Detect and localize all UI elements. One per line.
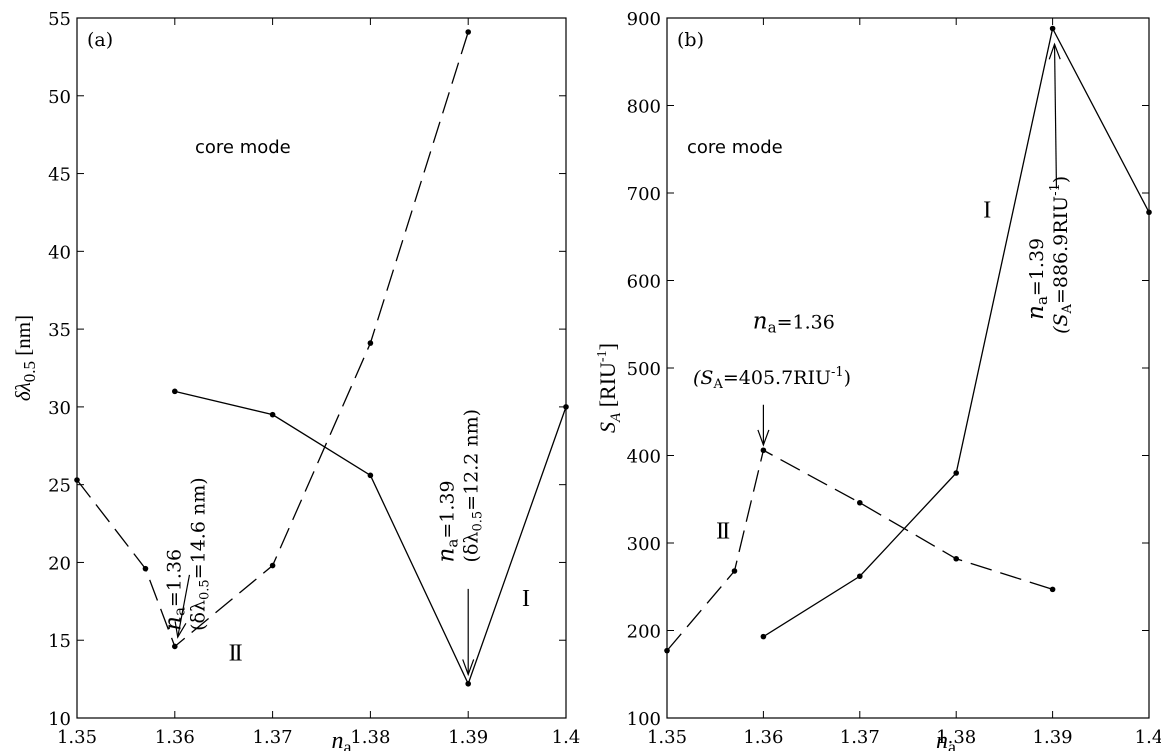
arrow-head [174,621,187,639]
data-point [1049,25,1056,32]
series-line-ii [666,449,1053,652]
callout-line1: na=1.39 [1023,238,1051,320]
core-mode-annotation: core mode [687,137,783,158]
y-tick-label: 20 [48,553,71,574]
y-tick-label: 50 [48,87,71,108]
y-tick-label: 700 [627,184,661,205]
core-mode-annotation: core mode [195,137,291,158]
y-tick-label: 30 [48,398,71,419]
x-tick-label: 1.39 [448,727,488,748]
y-axis-label: δλ0.5 [nm] [11,315,39,401]
series-label-ii: II [716,519,730,545]
panel-a: 1.35 1.36 1.37 1.38 1.39 1.4 10 15 20 25 30 35 40 45 5… [11,9,580,751]
data-point [367,340,374,346]
data-point [172,643,178,650]
callout-line1: na=1.36 [753,309,835,337]
x-axis-label: na [332,728,352,751]
callout-line1: na=1.39 [434,480,462,562]
y-tick-label: 40 [48,242,71,263]
data-point [760,447,767,454]
y-tick-label: 800 [627,97,661,118]
y-tick-label: 500 [627,359,661,380]
data-point [367,472,374,479]
series-line-ii [76,31,469,648]
x-tick-label: 1.38 [350,727,390,748]
y-tick-label: 100 [627,709,661,730]
y-tick-label: 900 [627,9,661,30]
data-point [953,555,959,562]
x-tick-label: 1.4 [552,727,581,748]
callout: na=1.39(SA=886.9RIU-1) [1023,176,1075,334]
y-tick-label: 200 [627,622,661,643]
data-point [465,29,472,35]
x-tick-label: 1.37 [840,727,880,748]
x-tick-label: 1.36 [155,727,195,748]
x-tick-label: 1.38 [936,727,976,748]
plot-frame [76,17,567,719]
data-point [563,404,569,410]
series-label-i: I [522,586,530,612]
y-tick-label: 15 [48,631,71,652]
x-tick-label: 1.37 [253,727,293,748]
x-tick-label: 1.35 [57,727,97,748]
data-point [664,647,670,654]
data-point [74,477,80,483]
y-axis-label: SA [RIU-1] [595,343,624,433]
data-point [953,470,959,476]
data-point [142,565,149,572]
y-tick-label: 600 [627,272,661,293]
callout-line2: (SA=886.9RIU-1) [1048,176,1075,334]
arrow-head [462,659,475,677]
y-tick-label: 400 [627,447,661,468]
data-point [1146,209,1152,216]
panel-label: (b) [677,29,704,51]
panel-b: 1.35 1.36 1.37 1.38 1.39 1.4 100 200 300 400 500 60… [595,9,1161,751]
x-tick-label: 1.36 [743,727,783,748]
data-point [731,568,738,574]
data-point [269,411,276,418]
callout-line2: (δλ0.5=12.2 nm) [461,409,486,563]
panel-label: (a) [87,29,113,51]
series-label-ii: II [229,640,243,666]
callout: na=1.39(δλ0.5=12.2 nm) [434,409,486,563]
callout-line2: (SA=405.7RIU-1) [693,365,851,392]
arrow-head [1048,42,1061,60]
y-tick-label: 300 [627,534,661,555]
callout-arrow [1053,44,1058,189]
y-tick-label: 35 [48,320,71,341]
series-label-i: I [983,198,991,224]
data-point [465,680,472,687]
x-tick-label: 1.4 [1135,727,1161,748]
arrow-head [757,429,770,447]
data-point [172,388,178,395]
data-point [857,499,863,506]
y-tick-label: 55 [48,9,71,30]
callout: na=1.36(δλ0.5=14.6 nm) [161,477,213,631]
callout-arrow [177,574,191,638]
y-tick-label: 45 [48,165,71,186]
data-point [760,633,767,640]
data-point [1049,586,1056,593]
x-tick-label: 1.39 [1033,727,1073,748]
x-tick-label: 1.35 [647,727,687,748]
callout-line1: na=1.36 [161,549,189,631]
y-tick-label: 10 [48,709,71,730]
y-tick-label: 25 [48,476,71,497]
callout-line2: (δλ0.5=14.6 nm) [188,477,213,631]
data-point [269,562,276,569]
data-point [857,573,863,580]
